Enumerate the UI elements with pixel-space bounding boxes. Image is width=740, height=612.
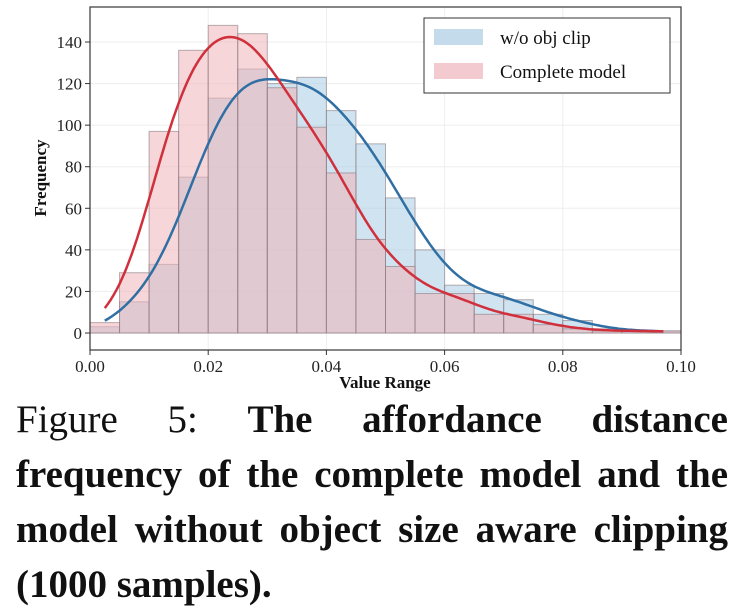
- y-tick-label: 80: [65, 158, 82, 177]
- x-tick-label: 0.04: [312, 357, 342, 376]
- histogram-bar-complete-model: [444, 293, 475, 334]
- histogram-chart: 0.00 0.02 0.04 0.06 0.08 0.10 0 20 40 60 80 100 120…: [31, 6, 696, 392]
- y-tick-label: 140: [57, 33, 83, 52]
- histogram-bar-complete-model: [473, 313, 505, 334]
- x-ticks: 0.00 0.02 0.04 0.06 0.08 0.10: [75, 350, 696, 376]
- histogram-bar-complete-model: [385, 265, 416, 334]
- legend-box: [423, 17, 671, 94]
- x-tick-label: 0.06: [430, 357, 460, 376]
- plot-frame: [89, 6, 682, 351]
- legend-swatch-wo-obj-clip: [434, 29, 483, 45]
- legend: w/o obj clip Complete model: [423, 17, 671, 94]
- caption-text: The affordance distance frequency of the…: [16, 398, 728, 606]
- y-tick-label: 40: [65, 241, 82, 260]
- histogram-bar-complete-model: [207, 24, 239, 334]
- x-tick-label: 0.10: [666, 357, 696, 376]
- histogram-bar-complete-model: [296, 126, 327, 334]
- y-tick-label: 20: [65, 282, 82, 301]
- histogram-bar-complete-model: [178, 49, 209, 334]
- histogram-bar-complete-model: [355, 238, 387, 334]
- figure-caption: Figure 5: The affordance distance freque…: [16, 392, 728, 612]
- y-axis-label: Frequency: [31, 139, 50, 217]
- kde-curve-complete-model: [103, 35, 664, 333]
- x-axis-label: Value Range: [339, 373, 431, 392]
- legend-label-wo-obj-clip: w/o obj clip: [500, 28, 591, 49]
- bars: [89, 24, 682, 334]
- x-tick-label: 0.00: [75, 357, 105, 376]
- kde-curves: [103, 35, 664, 333]
- x-tick-label: 0.08: [548, 357, 578, 376]
- y-tick-label: 120: [57, 75, 83, 94]
- y-ticks: 0 20 40 60 80 100 120 140: [57, 33, 90, 343]
- histogram-bar-complete-model: [89, 322, 121, 334]
- kde-curve-wo-obj-clip: [104, 77, 664, 333]
- y-tick-label: 60: [65, 199, 82, 218]
- histogram-bar-complete-model: [148, 130, 180, 334]
- y-tick-label: 100: [57, 116, 83, 135]
- legend-swatch-complete-model: [434, 63, 483, 79]
- caption-label: Figure 5:: [16, 398, 198, 441]
- histogram-bar-complete-model: [325, 172, 357, 334]
- x-tick-label: 0.02: [193, 357, 223, 376]
- y-tick-label: 0: [74, 324, 83, 343]
- histogram-bar-complete-model: [414, 293, 446, 334]
- legend-label-complete-model: Complete model: [500, 62, 626, 83]
- histogram-bar-complete-model: [266, 87, 298, 334]
